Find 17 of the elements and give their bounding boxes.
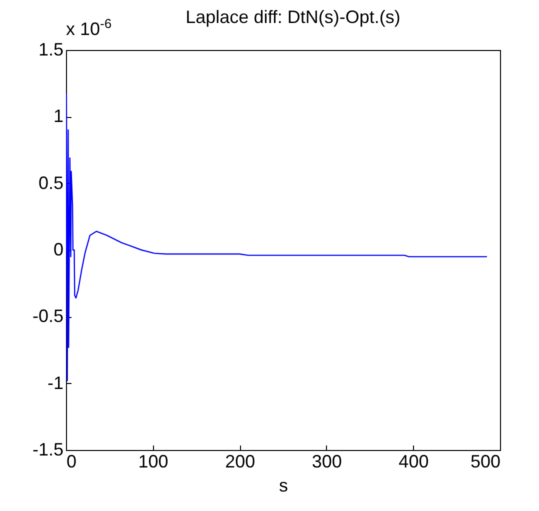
y-tick-label: -1 [47, 372, 64, 393]
x-tick-label: 500 [470, 452, 500, 472]
y-tick-label: 0 [53, 240, 64, 260]
x-tick-label: 0 [66, 452, 77, 472]
y-tick-label: 0.5 [38, 172, 64, 193]
x-tick-label: 400 [398, 452, 429, 472]
y-tick-label: 1 [53, 106, 64, 126]
y-tick-label: -0.5 [32, 306, 64, 326]
x-tick-label: 200 [225, 452, 256, 472]
text: x 10$^{-6}$ [66, 16, 112, 40]
y-tick-label: -1.5 [32, 440, 64, 460]
line-series [66, 93, 488, 382]
x-tick-label: 300 [312, 452, 342, 472]
y-tick-label: 1.5 [38, 40, 64, 60]
x-axis-title: s [279, 476, 288, 496]
x-tick-label: 100 [138, 452, 168, 472]
chart-title: Laplace diff: DtN(s)-Opt.(s) [186, 7, 400, 27]
